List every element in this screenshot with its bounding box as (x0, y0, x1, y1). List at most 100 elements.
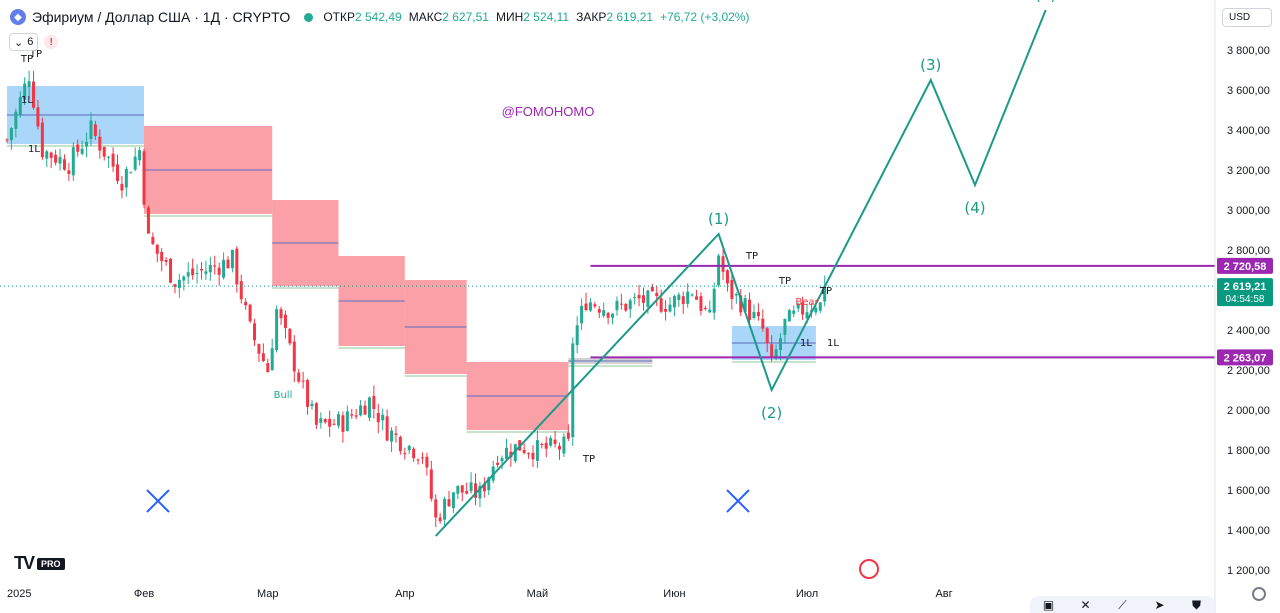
candles (5, 70, 827, 528)
x-tick-label: Мар (257, 588, 279, 600)
candle (191, 268, 195, 276)
symbol-title[interactable]: Эфириум / Доллар США · 1Д · CRYPTO (32, 9, 291, 25)
candle (787, 310, 791, 322)
candle (478, 485, 482, 499)
candle (160, 251, 164, 262)
candle (45, 151, 49, 159)
candle (748, 299, 752, 320)
candle (540, 443, 544, 445)
candle (677, 294, 681, 301)
y-axis[interactable]: 3 800,00 3 600,00 3 400,00 3 200,00 3 000,00… (1214, 0, 1280, 613)
candle (67, 170, 71, 174)
chevron-down-icon[interactable]: ⌄ (14, 36, 24, 49)
x-axis[interactable]: 2025 Фев Мар Апр Май Июн Июл Авг (7, 588, 953, 600)
candle (40, 122, 44, 158)
telegram-icon[interactable]: ➤ (1154, 597, 1165, 612)
candle (390, 430, 394, 442)
shield-icon[interactable]: ⛊ (1191, 597, 1201, 612)
candle (367, 397, 371, 418)
candle (611, 313, 615, 318)
signal-label: TP (819, 286, 832, 297)
brush-icon[interactable]: ⟋ (1118, 597, 1127, 612)
event-flag-icon[interactable] (859, 559, 879, 579)
candle (474, 483, 478, 498)
candle (288, 328, 292, 344)
candle (482, 483, 486, 492)
candle (213, 265, 217, 267)
candle (239, 281, 243, 300)
candle (337, 414, 340, 426)
candle (743, 298, 747, 312)
candle (71, 147, 75, 176)
cross-marker-icon[interactable] (726, 489, 750, 513)
currency-select[interactable]: USD (1222, 8, 1272, 27)
timer-icon[interactable]: ▣ (1042, 597, 1055, 612)
candle (76, 144, 80, 152)
bird-icon[interactable]: ✕ (1080, 597, 1091, 612)
x-tick-label: 2025 (7, 588, 31, 600)
candle (385, 416, 389, 441)
cross-marker-icon[interactable] (146, 489, 170, 513)
ethereum-icon[interactable]: ◆ (10, 9, 26, 25)
candle (58, 157, 62, 164)
candle (615, 300, 619, 311)
candle (266, 363, 270, 373)
candle (372, 396, 376, 409)
candle (429, 469, 433, 499)
candle (398, 436, 402, 452)
y-tick-label: 1 800,00 (1227, 445, 1270, 457)
candle (354, 415, 358, 417)
candle (319, 418, 323, 423)
wave-line[interactable] (435, 9, 1047, 537)
candle (496, 462, 500, 465)
candle (54, 154, 58, 163)
candle (690, 294, 694, 296)
tradingview-logo[interactable]: TV PRO (14, 553, 65, 574)
gear-icon[interactable] (1252, 587, 1266, 601)
candle (345, 411, 349, 431)
candle (301, 380, 305, 382)
candle (544, 442, 548, 449)
candle (107, 156, 111, 158)
candle (151, 236, 155, 244)
market-status-icon (304, 12, 314, 22)
indicator-toggle[interactable]: ⌄ 6 (9, 33, 39, 51)
signal-label: TP (29, 49, 42, 60)
price-tag[interactable] (1217, 349, 1273, 366)
candle (425, 456, 429, 468)
candle (27, 81, 31, 88)
candle (275, 309, 279, 350)
candle (487, 477, 491, 491)
x-tick-label: Авг (935, 588, 952, 600)
price-tag[interactable] (1217, 257, 1273, 274)
candle (155, 244, 159, 254)
candle (416, 459, 420, 461)
candle (314, 403, 318, 425)
candle (359, 405, 363, 416)
candle (120, 183, 124, 191)
candle (111, 153, 115, 167)
price-tag-label: 2 263,07 (1224, 352, 1267, 364)
price-tag[interactable] (1217, 278, 1273, 307)
candle (279, 309, 283, 319)
candle (142, 151, 146, 205)
candle (805, 312, 809, 319)
candle (783, 318, 787, 335)
y-tick-label: 2 200,00 (1227, 365, 1270, 377)
price-tag-label: 2 619,21 (1224, 281, 1267, 293)
candle (85, 141, 89, 147)
candle (204, 271, 208, 274)
indicator-bands (7, 86, 816, 433)
signal-label: Bear (795, 297, 819, 308)
candle (664, 308, 668, 312)
wave-label: (2) (761, 404, 782, 422)
candle (18, 96, 22, 116)
y-tick-label: 1 400,00 (1227, 525, 1270, 537)
candle (756, 311, 760, 317)
candle (686, 291, 690, 304)
candle (230, 249, 234, 269)
warning-icon[interactable]: ! (44, 35, 59, 49)
candle (394, 433, 398, 435)
indicator-legend: ⌄ 6 ! (9, 33, 59, 51)
